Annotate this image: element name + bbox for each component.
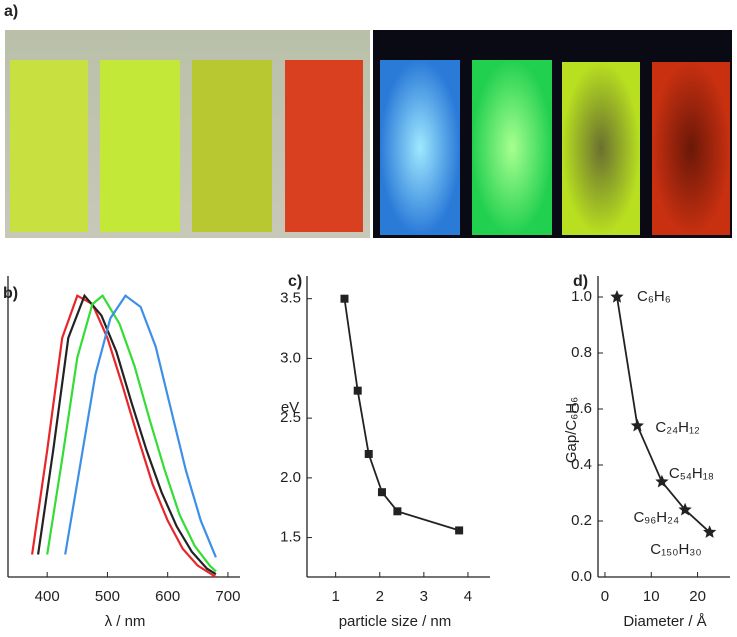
- x-tick-label: 20: [689, 588, 706, 605]
- y-tick-label: 0.2: [571, 512, 592, 529]
- x-axis-label: Diameter / Å: [623, 613, 706, 630]
- x-tick-label: 1: [331, 588, 339, 605]
- x-tick-label: 500: [95, 588, 120, 605]
- y-tick-label: 2.5: [280, 409, 301, 426]
- marker: [393, 507, 402, 516]
- x-axis-label: particle size / nm: [339, 613, 452, 630]
- marker: [703, 525, 717, 538]
- x-axis-label: λ / nm: [105, 613, 146, 630]
- series-line: [31, 294, 217, 578]
- y-tick-label: 0.6: [571, 400, 592, 417]
- x-tick-label: 4: [464, 588, 472, 605]
- marker: [610, 290, 624, 303]
- point-label: C₂₄H₁₂: [655, 419, 700, 436]
- point-label: C₁₅₀H₃₀: [650, 541, 701, 558]
- panel-label: b): [3, 285, 18, 302]
- panel-label: d): [573, 273, 588, 290]
- y-axis-label: Gap/C₆H₆: [563, 397, 580, 463]
- marker: [630, 418, 644, 432]
- panel-label: c): [288, 273, 302, 290]
- series-line: [46, 294, 217, 573]
- x-tick-label: 700: [215, 588, 240, 605]
- marker: [364, 449, 373, 458]
- series-line: [37, 293, 217, 576]
- marker: [377, 488, 386, 497]
- y-tick-label: 2.0: [280, 469, 301, 486]
- y-tick-label: 3.0: [280, 349, 301, 366]
- x-tick-label: 3: [420, 588, 428, 605]
- marker: [678, 502, 692, 516]
- y-tick-label: 1.0: [571, 288, 592, 305]
- y-tick-label: 0.0: [571, 568, 592, 585]
- x-tick-label: 400: [35, 588, 60, 605]
- y-axis-label: eV: [281, 399, 299, 416]
- x-tick-label: 0: [601, 588, 609, 605]
- series-line: [64, 294, 217, 558]
- photo-left: [5, 30, 370, 238]
- y-tick-label: 3.5: [280, 290, 301, 307]
- y-tick-label: 0.4: [571, 456, 592, 473]
- marker: [655, 474, 669, 488]
- x-tick-label: 10: [643, 588, 660, 605]
- point-label: C₉₆H₂₄: [633, 509, 679, 526]
- marker: [353, 386, 362, 395]
- y-tick-label: 1.5: [280, 529, 301, 546]
- marker: [455, 526, 464, 535]
- x-tick-label: 2: [376, 588, 384, 605]
- series-line: [616, 296, 711, 533]
- series-line: [343, 298, 460, 532]
- point-label: C₅₄H₁₈: [669, 465, 714, 482]
- photo-right: [373, 30, 732, 238]
- x-tick-label: 600: [155, 588, 180, 605]
- panel-label: a): [4, 3, 18, 20]
- point-label: C₆H₆: [637, 288, 671, 305]
- marker: [340, 294, 349, 303]
- y-tick-label: 0.8: [571, 344, 592, 361]
